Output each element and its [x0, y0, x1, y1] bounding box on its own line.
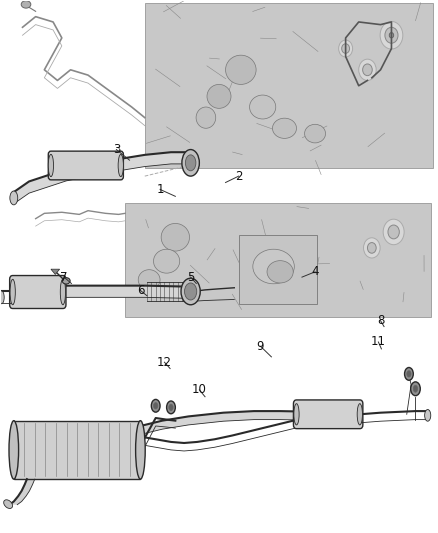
FancyBboxPatch shape: [125, 203, 431, 317]
Polygon shape: [141, 411, 306, 434]
Ellipse shape: [118, 155, 124, 176]
Ellipse shape: [388, 225, 399, 239]
Ellipse shape: [385, 27, 398, 43]
Ellipse shape: [267, 261, 293, 283]
Ellipse shape: [413, 385, 418, 392]
Ellipse shape: [367, 243, 376, 253]
Ellipse shape: [253, 249, 294, 284]
Polygon shape: [10, 479, 35, 505]
Text: 11: 11: [371, 335, 386, 349]
Ellipse shape: [181, 278, 200, 305]
Ellipse shape: [151, 399, 160, 412]
Text: 6: 6: [137, 284, 144, 297]
Ellipse shape: [48, 155, 53, 176]
FancyBboxPatch shape: [48, 151, 124, 180]
Text: 12: 12: [157, 356, 172, 369]
Ellipse shape: [363, 64, 372, 76]
Ellipse shape: [359, 59, 376, 80]
Text: 7: 7: [60, 271, 68, 284]
Ellipse shape: [182, 150, 199, 176]
Ellipse shape: [339, 40, 353, 57]
Ellipse shape: [0, 291, 4, 304]
Polygon shape: [14, 286, 191, 298]
Ellipse shape: [389, 33, 394, 38]
Polygon shape: [51, 269, 60, 274]
Ellipse shape: [169, 404, 173, 410]
Ellipse shape: [60, 279, 66, 305]
Text: 2: 2: [235, 169, 242, 183]
Ellipse shape: [207, 84, 231, 108]
FancyBboxPatch shape: [145, 3, 433, 168]
Ellipse shape: [407, 370, 411, 377]
Ellipse shape: [166, 401, 175, 414]
Ellipse shape: [294, 403, 299, 425]
FancyBboxPatch shape: [14, 421, 141, 479]
Text: 9: 9: [257, 340, 264, 353]
Text: 1: 1: [156, 183, 164, 196]
Ellipse shape: [272, 118, 297, 139]
Ellipse shape: [10, 279, 15, 305]
Ellipse shape: [364, 238, 380, 258]
Ellipse shape: [161, 223, 190, 251]
Text: 5: 5: [187, 271, 194, 284]
Ellipse shape: [342, 44, 350, 53]
Ellipse shape: [411, 382, 420, 395]
Ellipse shape: [62, 278, 70, 284]
Ellipse shape: [138, 270, 160, 290]
Polygon shape: [14, 152, 191, 204]
Ellipse shape: [4, 500, 13, 508]
Text: 3: 3: [113, 143, 120, 156]
Ellipse shape: [21, 1, 31, 8]
Ellipse shape: [425, 409, 431, 421]
Ellipse shape: [153, 402, 158, 409]
Ellipse shape: [9, 421, 18, 479]
Ellipse shape: [304, 124, 325, 143]
Ellipse shape: [405, 368, 413, 380]
FancyBboxPatch shape: [10, 276, 66, 309]
Ellipse shape: [380, 21, 403, 49]
Ellipse shape: [383, 219, 404, 245]
Ellipse shape: [136, 421, 145, 479]
Text: 8: 8: [377, 314, 384, 327]
Ellipse shape: [250, 95, 276, 119]
FancyBboxPatch shape: [293, 400, 363, 429]
Ellipse shape: [153, 249, 180, 273]
Text: 4: 4: [311, 265, 319, 278]
Ellipse shape: [185, 155, 196, 171]
Ellipse shape: [10, 191, 18, 205]
Ellipse shape: [184, 283, 197, 300]
Ellipse shape: [357, 403, 362, 425]
Ellipse shape: [226, 55, 256, 84]
Ellipse shape: [196, 107, 216, 128]
FancyBboxPatch shape: [239, 235, 317, 304]
Text: 10: 10: [192, 383, 207, 397]
